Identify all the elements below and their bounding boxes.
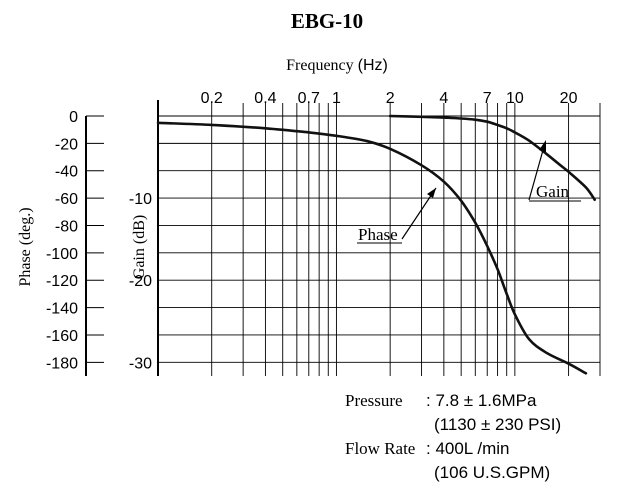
gain-tick-label: -30	[129, 355, 152, 372]
flow-rate-value: : 400L /min	[426, 439, 509, 458]
phase-tick-label: -160	[46, 328, 78, 345]
x-tick-label: 0.7	[298, 90, 320, 107]
phase-tick-label: -80	[55, 218, 78, 235]
x-tick-label: 4	[439, 90, 448, 107]
x-axis-title: Frequency (Hz)	[286, 57, 388, 74]
gain-label: Gain	[536, 182, 570, 201]
gain-arrowhead	[539, 140, 546, 152]
phase-label: Phase	[358, 225, 398, 244]
operating-conditions: Pressure : 7.8 ± 1.6MPa (1130 ± 230 PSI)…	[345, 391, 561, 482]
gain-tick-label: -10	[129, 191, 152, 208]
phase-arrowhead	[427, 188, 436, 198]
gain-annotation: Gain	[528, 140, 581, 202]
x-tick-label: 0.2	[201, 90, 223, 107]
flow-rate-label: Flow Rate	[345, 439, 415, 458]
x-tick-label: 10	[506, 90, 524, 107]
x-tick-label: 2	[386, 90, 395, 107]
gain-leader-line	[528, 142, 546, 201]
series-curves	[156, 114, 596, 375]
x-tick-label: 0.4	[254, 90, 276, 107]
phase-annotation: Phase	[357, 187, 437, 244]
phase-tick-label: -20	[55, 136, 78, 153]
phase-tick-label: 0	[69, 109, 78, 126]
pressure-value: : 7.8 ± 1.6MPa	[426, 391, 537, 410]
gain-axis-title: Gain (dB)	[131, 215, 148, 279]
phase-tick-label: -140	[46, 301, 78, 318]
x-tick-labels: 0.2 0.4 0.7 1 2 4 7 10 20	[201, 90, 578, 107]
x-tick-label: 20	[560, 90, 578, 107]
x-tick-label: 7	[483, 90, 492, 107]
phase-curve	[156, 121, 588, 375]
phase-tick-label: -120	[46, 273, 78, 290]
phase-tick-label: -60	[55, 191, 78, 208]
phase-tick-label: -40	[55, 164, 78, 181]
gain-tick-label: -20	[129, 273, 152, 290]
x-tick-label: 1	[332, 90, 341, 107]
phase-tick-labels: 0 -20 -40 -60 -80 -100 -120 -140 -160 -180	[46, 109, 104, 372]
gain-tick-labels: -10 -20 -30	[129, 191, 152, 372]
phase-tick-label: -180	[46, 355, 78, 372]
phase-leader-line	[401, 187, 437, 240]
phase-axis-title: Phase (deg.)	[17, 207, 34, 286]
phase-tick-label: -100	[46, 246, 78, 263]
flow-rate-value-gpm: (106 U.S.GPM)	[434, 463, 550, 482]
chart-title: EBG-10	[291, 9, 363, 33]
pressure-value-psi: (1130 ± 230 PSI)	[434, 415, 561, 434]
gain-curve	[388, 114, 596, 201]
pressure-label: Pressure	[345, 391, 403, 410]
